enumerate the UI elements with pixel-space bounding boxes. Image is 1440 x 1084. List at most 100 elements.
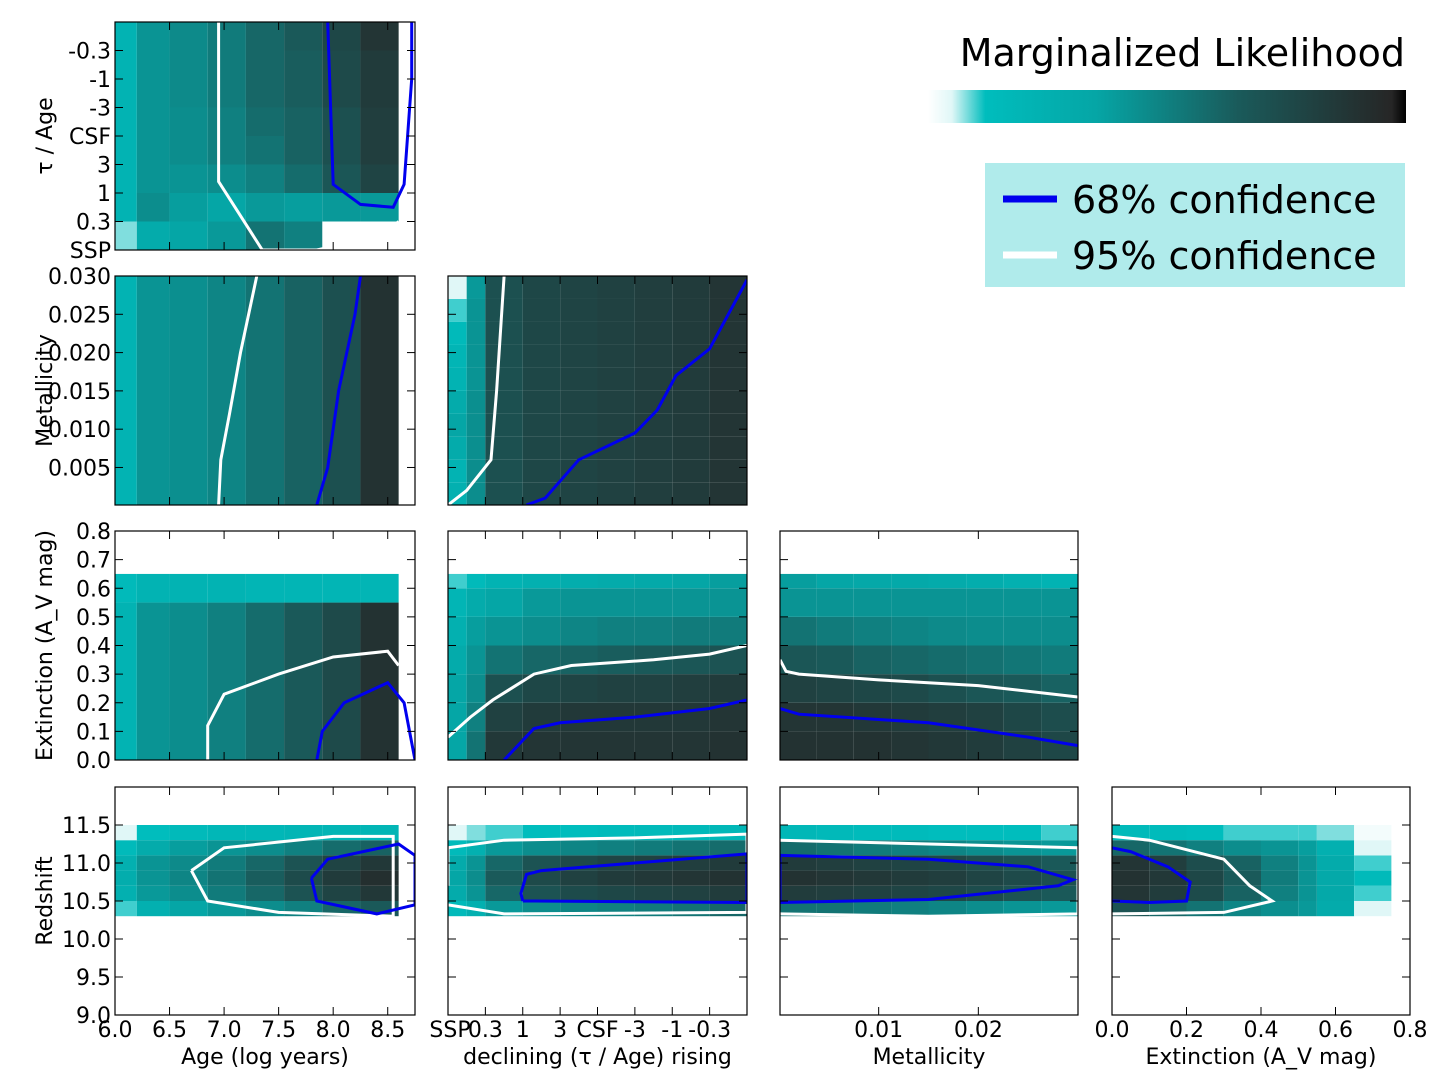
- heatmap-cell: [672, 573, 710, 589]
- heatmap-cell: [634, 459, 673, 483]
- heatmap-cell: [448, 825, 467, 841]
- heatmap-cell: [448, 573, 467, 589]
- contour-95: [780, 659, 1078, 699]
- x-tick-label: 3: [553, 1018, 567, 1043]
- heatmap-cell: [115, 193, 137, 222]
- heatmap-cell: [485, 616, 523, 646]
- heatmap-cell: [245, 136, 285, 165]
- heatmap-cell: [284, 136, 323, 165]
- contour-95: [448, 644, 747, 739]
- heatmap-cell: [1041, 702, 1078, 732]
- heatmap-cell: [448, 731, 467, 760]
- heatmap-cell: [634, 616, 673, 646]
- heatmap-cell: [560, 702, 598, 732]
- heatmap-cell: [634, 482, 673, 505]
- heatmap-cell: [1003, 702, 1042, 732]
- heatmap-cell: [245, 50, 285, 79]
- heatmap-cell: [322, 573, 361, 603]
- heatmap-cell: [466, 298, 486, 322]
- x-tick-label: 1: [516, 1018, 530, 1043]
- heatmap-cell: [284, 855, 323, 871]
- panel-metallicity-extinction: [779, 530, 1079, 761]
- heatmap-cell: [634, 367, 673, 391]
- heatmap-cell: [522, 413, 561, 437]
- heatmap-cell: [522, 885, 561, 901]
- heatmap-cell: [853, 573, 892, 589]
- heatmap-cell: [322, 602, 361, 760]
- heatmap-cell: [115, 164, 137, 193]
- heatmap-cell: [560, 645, 598, 675]
- heatmap-cell: [115, 602, 137, 760]
- heatmap-cell: [1316, 825, 1355, 841]
- heatmap-cell: [136, 885, 170, 901]
- heatmap-cell: [245, 107, 285, 136]
- x-tick-label: 6.5: [152, 1018, 187, 1043]
- heatmap-cell: [284, 193, 323, 222]
- heatmap-cell: [448, 588, 467, 617]
- heatmap-cell: [780, 616, 817, 646]
- heatmap-cell: [448, 276, 467, 299]
- heatmap-cell: [560, 276, 598, 299]
- heatmap-cell: [672, 674, 710, 703]
- heatmap-cell: [522, 855, 561, 871]
- heatmap-cell: [1316, 901, 1355, 917]
- panel-tau-extinction: [447, 530, 748, 761]
- heatmap-cell: [207, 79, 246, 108]
- heatmap-cell: [1298, 870, 1317, 886]
- y-tick-label: 0.0: [76, 749, 111, 774]
- heatmap-cell: [360, 885, 399, 901]
- heatmap-cell: [448, 885, 467, 901]
- heatmap-cell: [207, 855, 246, 871]
- heatmap-cell: [136, 50, 170, 79]
- legend-title: Marginalized Likelihood: [960, 31, 1405, 75]
- heatmap-cell: [853, 885, 892, 901]
- heatmap-cell: [485, 344, 523, 368]
- heatmap-cell: [1298, 855, 1317, 871]
- heatmap-cell: [485, 825, 523, 841]
- heatmap-cell: [169, 901, 208, 917]
- heatmap-cell: [169, 22, 208, 51]
- heatmap-cell: [485, 321, 523, 345]
- y-axis-label: τ / Age: [33, 97, 58, 174]
- heatmap-cell: [597, 344, 635, 368]
- heatmap-cell: [485, 390, 523, 414]
- heatmap-cell: [466, 367, 486, 391]
- heatmap-cell: [360, 602, 399, 760]
- heatmap-cell: [136, 276, 170, 505]
- heatmap-cell: [1041, 645, 1078, 675]
- heatmap-cell: [597, 588, 635, 617]
- heatmap-cell: [672, 482, 710, 505]
- heatmap-cell: [634, 298, 673, 322]
- heatmap-cell: [634, 731, 673, 760]
- heatmap-cell: [709, 855, 747, 871]
- heatmap-cell: [207, 221, 246, 250]
- heatmap-cell: [928, 573, 967, 589]
- heatmap-cell: [709, 482, 747, 505]
- heatmap-cell: [466, 573, 486, 589]
- heatmap-cell: [597, 298, 635, 322]
- heatmap-cell: [466, 321, 486, 345]
- heatmap-cell: [1316, 840, 1355, 856]
- heatmap-cell: [891, 674, 929, 703]
- heatmap-cell: [1261, 901, 1299, 917]
- heatmap-cell: [816, 825, 854, 841]
- heatmap-cell: [1186, 855, 1224, 871]
- heatmap-cell: [780, 901, 817, 917]
- heatmap-cell: [891, 731, 929, 760]
- heatmap-cell: [485, 436, 523, 460]
- heatmap-cell: [597, 367, 635, 391]
- heatmap-cell: [634, 344, 673, 368]
- heatmap-cell: [322, 870, 361, 886]
- heatmap-cell: [136, 164, 170, 193]
- heatmap-cell: [466, 436, 486, 460]
- heatmap-cell: [928, 645, 967, 675]
- heatmap-cell: [672, 390, 710, 414]
- heatmap-cell: [1223, 840, 1261, 856]
- x-tick-label: 0.6: [1318, 1018, 1353, 1043]
- heatmap-cell: [709, 885, 747, 901]
- heatmap-cell: [1354, 870, 1392, 886]
- heatmap-cell: [597, 870, 635, 886]
- y-tick-label: 0.3: [76, 663, 111, 688]
- heatmap-cell: [522, 344, 561, 368]
